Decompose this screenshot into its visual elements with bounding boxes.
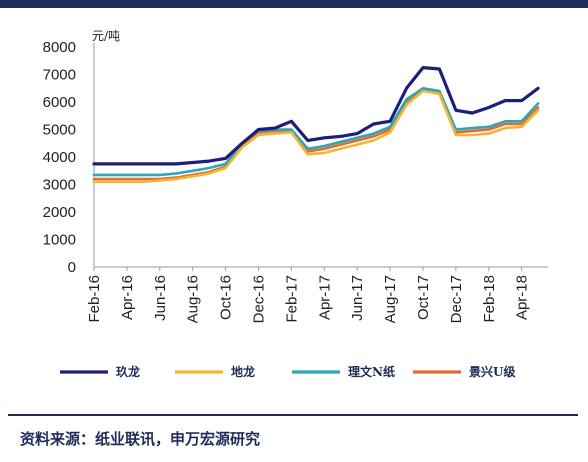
series-line-1 (92, 65, 540, 166)
legend-label-3: 理文N纸 (348, 364, 395, 379)
y-tick-label: 5000 (43, 122, 76, 139)
legend-label-4: 景兴U级 (469, 364, 515, 379)
x-tick-label: Feb-17 (283, 275, 300, 323)
x-tick-label: Oct-17 (415, 275, 432, 320)
source-note: 资料来源：纸业联讯，申万宏源研究 (20, 430, 261, 448)
y-tick-label: 3000 (43, 177, 76, 194)
source-divider (8, 414, 578, 416)
y-tick-label: 7000 (43, 67, 76, 84)
x-tick-label: Jun-17 (349, 275, 366, 321)
series-line-4 (92, 88, 540, 181)
y-unit-label: 元/吨 (92, 29, 120, 43)
x-tick-label: Apr-16 (119, 275, 136, 320)
top-frame-rule (0, 0, 588, 8)
x-tick-label: Aug-17 (382, 275, 399, 323)
line-chart: 0 1000 2000 3000 4000 5000 6000 7000 8000 Feb-16 A… (43, 29, 548, 379)
y-tick-label: 6000 (43, 94, 76, 111)
x-tick-label: Aug-16 (185, 275, 202, 323)
x-tick-label: Dec-16 (250, 275, 267, 323)
y-tick-label: 1000 (43, 232, 76, 249)
y-tick-label: 4000 (43, 149, 76, 166)
series-line-3 (92, 87, 540, 177)
legend-label-1: 玖龙 (116, 364, 140, 379)
x-tick-label: Dec-17 (448, 275, 465, 323)
x-tick-label: Feb-18 (481, 275, 498, 323)
series-line-2 (92, 89, 540, 184)
y-tick-label: 8000 (43, 39, 76, 56)
x-tick-label: Oct-16 (218, 275, 235, 320)
x-tick-label: Apr-17 (316, 275, 333, 320)
x-tick-label: Apr-18 (514, 275, 531, 320)
y-tick-label: 0 (68, 259, 76, 276)
legend-label-2: 地龙 (231, 364, 255, 379)
y-tick-label: 2000 (43, 204, 76, 221)
x-tick-label: Feb-16 (86, 275, 103, 323)
x-tick-label: Jun-16 (152, 275, 169, 321)
